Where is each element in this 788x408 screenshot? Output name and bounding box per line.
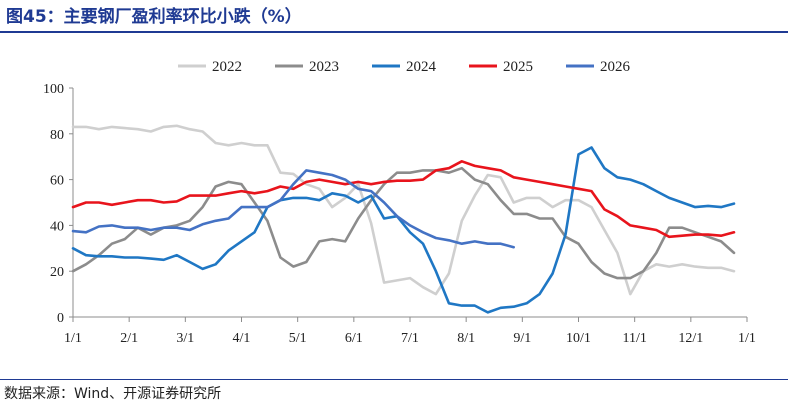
- x-tick-label: 1/1: [64, 331, 82, 346]
- title-divider: [0, 31, 788, 33]
- legend-label-2022: 2022: [212, 59, 242, 75]
- series-line-2025: [71, 160, 736, 239]
- x-tick-label: 10/1: [566, 331, 591, 346]
- x-tick-label: 7/1: [401, 331, 419, 346]
- legend-label-2024: 2024: [406, 59, 437, 75]
- y-tick-label: 80: [50, 128, 64, 143]
- y-tick-label: 100: [43, 82, 64, 97]
- source-note: 数据来源：Wind、开源证券研究所: [4, 386, 222, 402]
- chart-legend: 2022 2023 2024 2025 2026: [178, 59, 631, 75]
- legend-label-2023: 2023: [309, 59, 339, 75]
- x-tick-label: 5/1: [289, 331, 307, 346]
- x-tick-label: 4/1: [233, 331, 251, 346]
- series-lines: [71, 124, 736, 314]
- y-tick-label: 60: [50, 174, 64, 189]
- x-tick-label: 2/1: [120, 331, 138, 346]
- y-tick-label: 0: [57, 311, 64, 326]
- figure-title: 图45：主要钢厂盈利率环比小跌（%）: [6, 7, 302, 27]
- series-line-2024: [71, 146, 736, 314]
- x-axis: 1/1 2/1 3/1 4/1 5/1 6/1 7/1 8/1 9/1 10/1 11/1 12/1 1…: [64, 316, 756, 346]
- source-divider: [0, 379, 788, 380]
- x-tick-label: 12/1: [678, 331, 703, 346]
- legend-label-2025: 2025: [503, 59, 533, 75]
- x-tick-label: 9/1: [513, 331, 531, 346]
- x-tick-label: 3/1: [176, 331, 194, 346]
- series-line-2023: [71, 166, 736, 280]
- y-axis: 0 20 40 60 80 100: [43, 82, 74, 326]
- x-tick-label: 1/1: [738, 331, 756, 346]
- y-tick-label: 20: [50, 265, 64, 280]
- legend-label-2026: 2026: [600, 59, 631, 75]
- x-tick-label: 11/1: [622, 331, 646, 346]
- x-tick-label: 6/1: [345, 331, 363, 346]
- x-tick-label: 8/1: [457, 331, 475, 346]
- series-line-2026: [71, 169, 515, 249]
- y-tick-label: 40: [50, 219, 64, 234]
- series-line-2022: [71, 124, 736, 296]
